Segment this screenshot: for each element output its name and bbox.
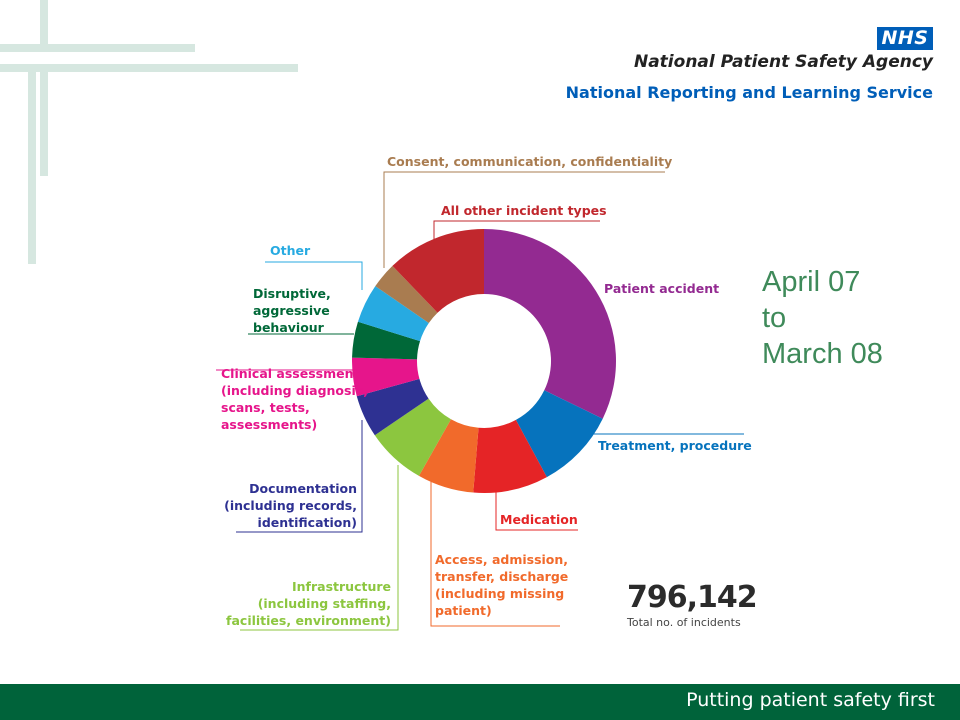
total-label: Total no. of incidents <box>627 616 741 629</box>
decorative-bar <box>0 44 195 52</box>
footer-bar: Putting patient safety first <box>0 684 960 720</box>
slice-label: Clinical assessment (including diagnosis,… <box>221 366 368 432</box>
date-range: April 07 to March 08 <box>762 264 883 372</box>
total-value: 796,142 <box>627 580 758 615</box>
donut-slice <box>352 357 420 397</box>
service-title: National Reporting and Learning Service <box>565 83 933 102</box>
donut-slice <box>374 398 451 476</box>
leader-line <box>265 261 363 290</box>
donut-slice <box>484 229 617 419</box>
date-range-end: March 08 <box>762 338 883 370</box>
leader-line <box>236 420 363 533</box>
donut-slice <box>392 229 484 313</box>
decorative-bar <box>40 64 48 176</box>
slice-label: Medication <box>500 512 578 527</box>
leader-line <box>495 480 578 531</box>
slice-label: Documentation (including records, identifi… <box>224 481 357 530</box>
footer-slogan: Putting patient safety first <box>686 689 935 711</box>
nhs-logo: NHS <box>877 27 933 50</box>
decorative-bar <box>28 64 36 264</box>
decorative-bar <box>0 64 298 72</box>
slice-label: Other <box>270 243 311 258</box>
slice-label: Disruptive, aggressive behaviour <box>253 286 331 335</box>
leader-line <box>383 171 665 268</box>
leader-line <box>240 465 399 631</box>
donut-slice <box>357 286 429 342</box>
date-range-start: April 07 <box>762 266 861 298</box>
date-range-to: to <box>762 302 787 334</box>
slice-label: Infrastructure (including staffing, facili… <box>226 579 391 628</box>
donut-slice <box>418 419 479 493</box>
slice-label: Consent, communication, confidentiality <box>387 154 672 169</box>
decorative-bar <box>40 0 48 52</box>
leader-line <box>433 220 600 240</box>
slice-label: Patient accident <box>604 281 719 296</box>
slice-label: Treatment, procedure <box>598 438 752 453</box>
slice-label: Access, admission, transfer, discharge (in… <box>435 552 568 618</box>
leader-line <box>430 470 560 627</box>
agency-title: National Patient Safety Agency <box>633 52 933 72</box>
donut-slice <box>356 378 429 436</box>
donut-slice <box>473 419 547 493</box>
donut-slice <box>375 265 438 323</box>
slice-label: All other incident types <box>441 203 607 218</box>
donut-slice <box>352 321 421 360</box>
donut-slice <box>515 390 603 478</box>
total-incidents: 796,142 Total no. of incidents <box>627 580 758 629</box>
